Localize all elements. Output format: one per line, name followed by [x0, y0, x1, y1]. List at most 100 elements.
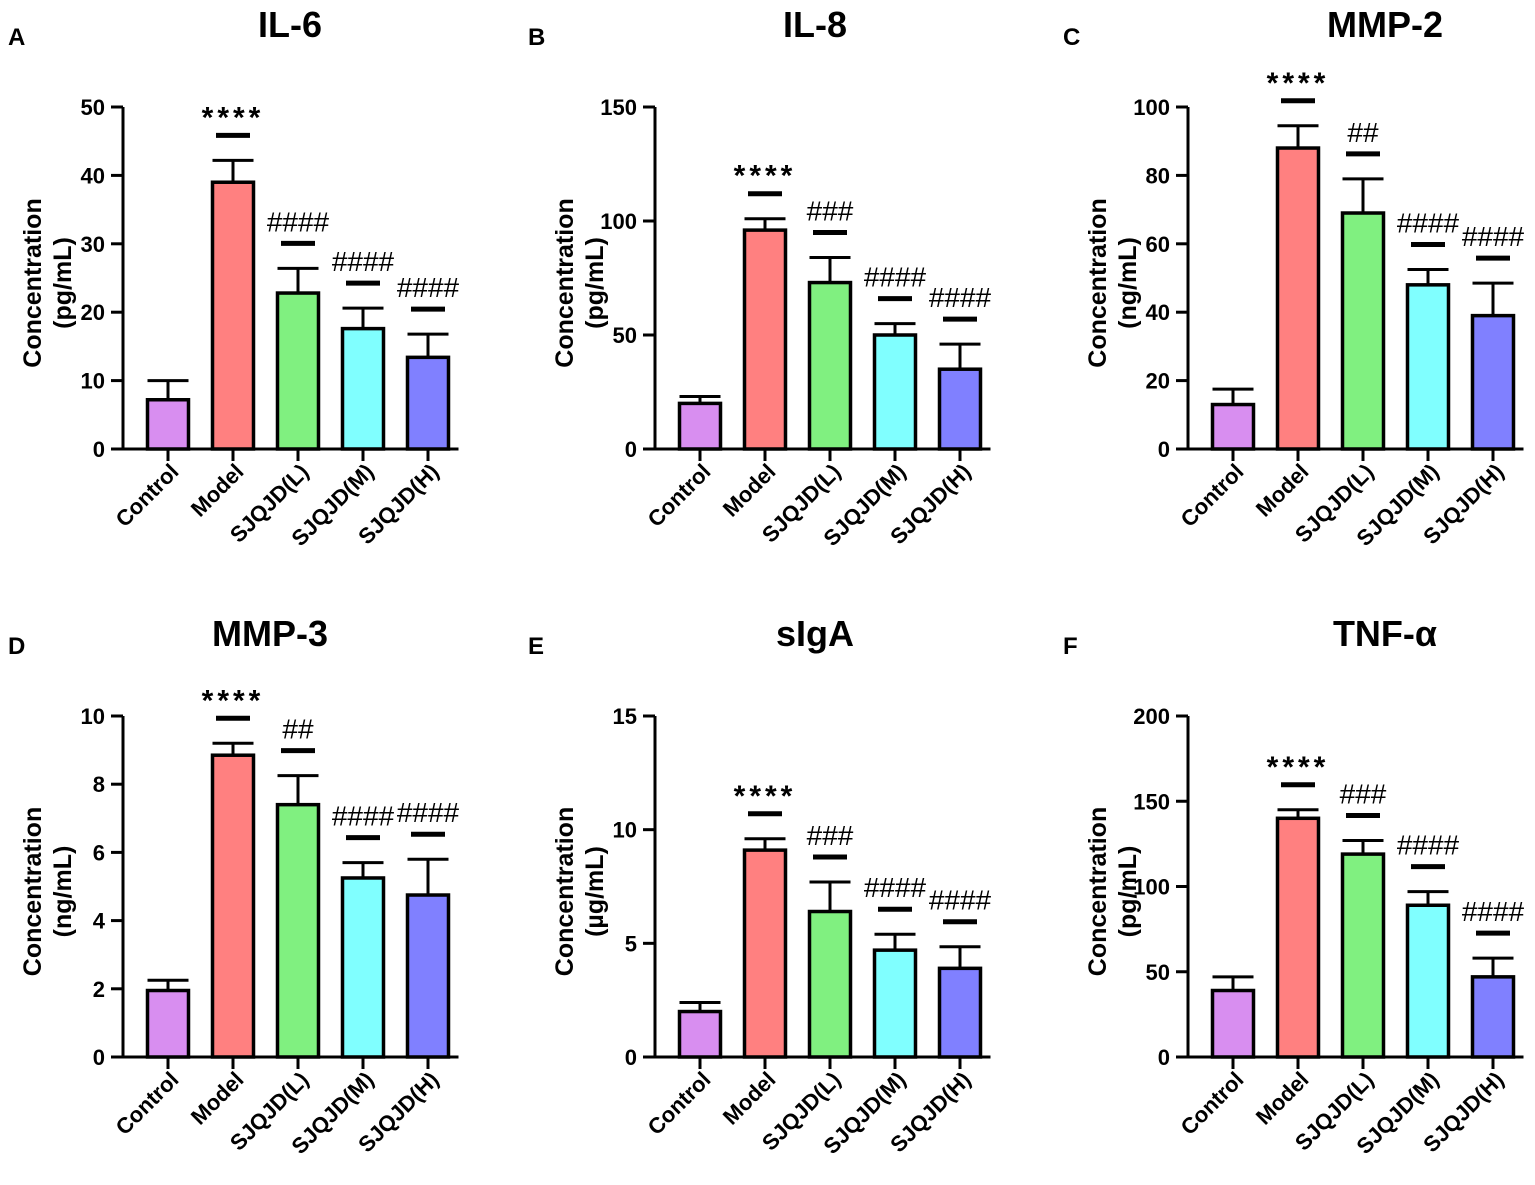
bar	[937, 367, 983, 451]
x-tick-label: Control	[643, 1067, 716, 1140]
bar	[1275, 146, 1321, 451]
significance-label: ****	[202, 684, 265, 717]
bar	[742, 228, 788, 451]
y-tick-label: 60	[1146, 232, 1170, 257]
y-tick-label: 200	[1133, 704, 1170, 729]
y-axis-unit: (µg/mL)	[581, 846, 609, 937]
y-tick-label: 4	[93, 909, 106, 934]
y-tick-label: 10	[613, 818, 637, 843]
bar	[1405, 903, 1451, 1059]
y-tick-label: 2	[93, 977, 105, 1002]
y-tick-label: 50	[613, 323, 637, 348]
y-tick-label: 20	[81, 300, 105, 325]
y-axis-label: Concentration	[19, 198, 47, 367]
chart-title: IL-8	[783, 4, 847, 45]
panel-letter: D	[8, 633, 25, 660]
significance-label: ####	[1397, 830, 1460, 861]
x-tick-label: Model	[186, 1067, 249, 1130]
panel-letter: E	[528, 633, 544, 660]
y-axis-unit: (pg/mL)	[49, 237, 77, 329]
y-tick-label: 0	[93, 1045, 105, 1070]
chart-title: MMP-3	[212, 613, 328, 654]
significance-label: ####	[267, 206, 330, 237]
y-axis-label: Concentration	[551, 807, 579, 976]
bar	[1340, 211, 1386, 451]
x-tick-label: Model	[718, 459, 781, 522]
bar	[1210, 402, 1256, 451]
significance-label: ****	[1267, 751, 1330, 784]
bar	[1405, 283, 1451, 451]
y-axis-unit: (ng/mL)	[1114, 237, 1142, 329]
panel-a: A IL-6 Concentration (pg/mL) 0 10 20 30 40 50 Cont…	[8, 4, 460, 551]
y-tick-label: 15	[613, 704, 637, 729]
y-tick-label: 8	[93, 772, 105, 797]
x-tick-label: Model	[186, 459, 249, 522]
y-tick-label: 0	[625, 437, 637, 462]
y-tick-label: 6	[93, 840, 105, 865]
y-tick-label: 0	[1158, 437, 1170, 462]
significance-label: ###	[807, 195, 854, 226]
bar	[405, 893, 451, 1059]
significance-label: ####	[1462, 896, 1525, 927]
significance-label: ####	[332, 801, 395, 832]
panel-letter: B	[528, 24, 545, 51]
y-tick-label: 50	[1146, 960, 1170, 985]
y-axis-unit: (pg/mL)	[1114, 846, 1142, 938]
bar	[210, 753, 256, 1059]
significance-label: ####	[929, 885, 992, 916]
y-tick-label: 30	[81, 232, 105, 257]
bar	[275, 291, 321, 451]
bar	[872, 948, 918, 1059]
y-axis-label: Concentration	[551, 198, 579, 367]
chart-title: MMP-2	[1327, 4, 1443, 45]
significance-label: ###	[807, 820, 854, 851]
significance-label: ****	[734, 780, 797, 813]
bar	[340, 876, 386, 1059]
x-tick-label: Control	[111, 1067, 184, 1140]
y-tick-label: 150	[1133, 789, 1170, 814]
y-tick-label: 150	[600, 95, 637, 120]
y-tick-label: 80	[1146, 163, 1170, 188]
chart-title: TNF-α	[1333, 613, 1437, 654]
y-tick-label: 100	[600, 209, 637, 234]
chart-title: IL-6	[258, 4, 322, 45]
bar	[807, 280, 853, 451]
bar	[145, 398, 191, 451]
panel-letter: C	[1063, 24, 1080, 51]
panel-b: B IL-8 Concentration (pg/mL) 0 50 100 150 Contro…	[528, 4, 992, 551]
bar	[742, 848, 788, 1059]
y-tick-label: 0	[625, 1045, 637, 1070]
x-tick-label: Model	[1251, 1067, 1314, 1130]
x-tick-label: Control	[1176, 1067, 1249, 1140]
bar	[1470, 313, 1516, 451]
bar	[405, 355, 451, 451]
panel-f: F TNF-α Concentration (pg/mL) 0 50 100 150 200 Co…	[1063, 613, 1525, 1159]
bar	[1210, 988, 1256, 1059]
bar	[677, 1009, 723, 1059]
chart-title: sIgA	[776, 613, 854, 654]
significance-label: ####	[1462, 221, 1525, 252]
bar	[872, 333, 918, 451]
bar	[210, 180, 256, 451]
y-tick-label: 0	[1158, 1045, 1170, 1070]
y-axis-label: Concentration	[1084, 198, 1112, 367]
significance-label: ##	[282, 714, 314, 745]
significance-label: ####	[332, 246, 395, 277]
significance-label: ###	[1340, 778, 1387, 809]
significance-label: ####	[397, 272, 460, 303]
significance-label: ****	[734, 160, 797, 193]
y-tick-label: 40	[81, 163, 105, 188]
significance-label: ##	[1347, 117, 1379, 148]
y-tick-label: 100	[1133, 875, 1170, 900]
panel-d: D MMP-3 Concentration (ng/mL) 0 2 4 6 8 10 Control…	[8, 613, 460, 1159]
bar	[677, 401, 723, 451]
panel-letter: F	[1063, 633, 1078, 660]
y-tick-label: 5	[625, 931, 637, 956]
bar	[807, 909, 853, 1059]
significance-label: ####	[397, 797, 460, 828]
panel-letter: A	[8, 24, 25, 51]
significance-label: ####	[864, 872, 927, 903]
significance-label: ****	[1267, 67, 1330, 100]
